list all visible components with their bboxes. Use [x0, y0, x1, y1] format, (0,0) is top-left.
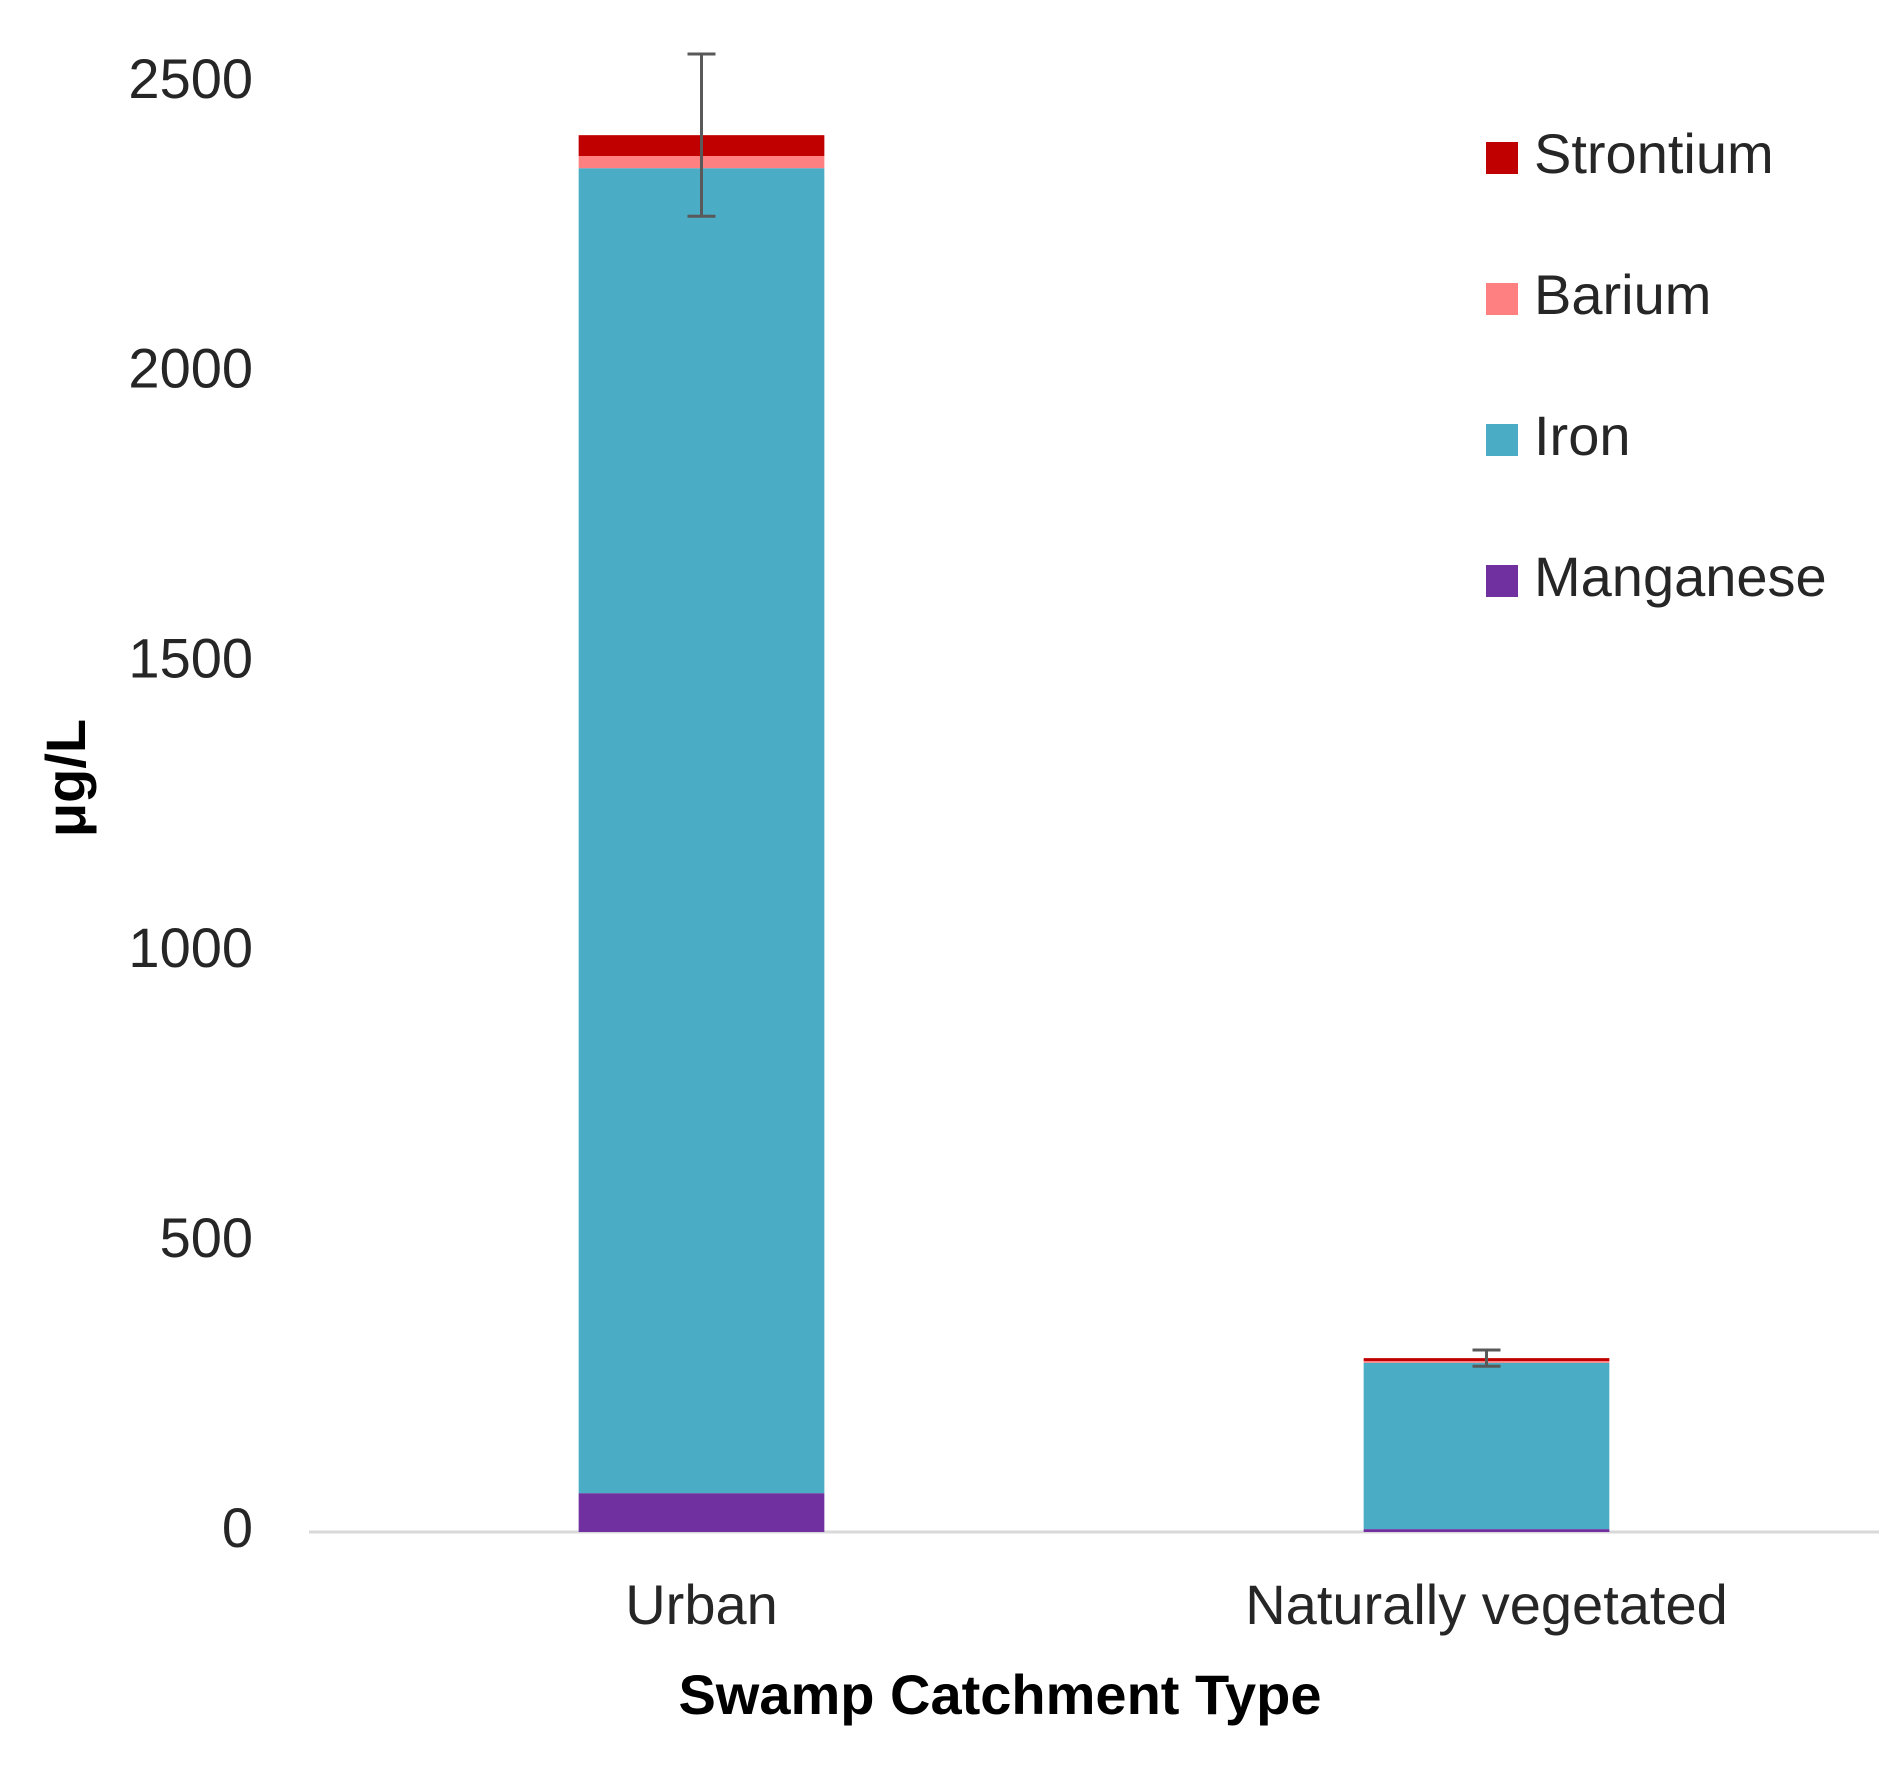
bar-segment	[578, 168, 825, 1494]
error-bar	[1472, 1348, 1501, 1368]
legend-label: Barium	[1534, 263, 1711, 326]
y-axis-title: μg/L	[34, 719, 97, 837]
y-tick-label: 1500	[128, 626, 253, 689]
x-tick-label: Naturally vegetated	[1245, 1573, 1728, 1636]
bar-segment	[1363, 1362, 1610, 1530]
y-tick-label: 1000	[128, 916, 253, 979]
y-tick-label: 2500	[128, 47, 253, 110]
legend-swatch	[1486, 142, 1518, 174]
legend-label: Iron	[1534, 404, 1631, 467]
bar-segment	[1363, 1529, 1610, 1532]
y-tick-label: 0	[222, 1496, 253, 1559]
legend-swatch	[1486, 565, 1518, 597]
x-tick-label: Urban	[625, 1573, 778, 1636]
y-tick-label: 500	[160, 1206, 253, 1269]
legend-swatch	[1486, 283, 1518, 315]
legend-swatch	[1486, 424, 1518, 456]
legend-label: Manganese	[1534, 545, 1827, 608]
legend-label: Strontium	[1534, 122, 1774, 185]
error-bar	[687, 52, 716, 218]
y-tick-label: 2000	[128, 337, 253, 400]
bar-segment	[578, 1493, 825, 1532]
x-axis-title: Swamp Catchment Type	[678, 1663, 1321, 1726]
